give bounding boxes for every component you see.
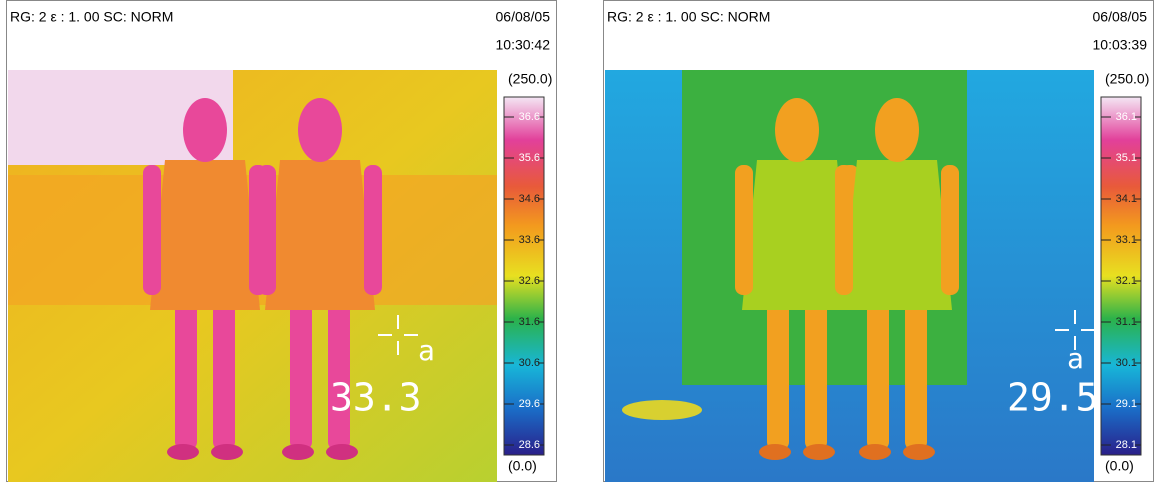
scale-label: 29.6 bbox=[519, 398, 540, 410]
person-arm bbox=[941, 165, 959, 295]
person-arm bbox=[258, 165, 276, 295]
temperature-reading: 33.3 bbox=[330, 376, 422, 420]
header-text: RG: 2 ε : 1. 00 SC: NORM bbox=[607, 9, 770, 25]
person-body bbox=[150, 160, 260, 310]
scale-label: 33.6 bbox=[519, 234, 540, 246]
scale-label: 33.1 bbox=[1116, 234, 1137, 246]
person-head bbox=[183, 98, 227, 162]
person-feet bbox=[326, 444, 358, 460]
person-head bbox=[298, 98, 342, 162]
person-body bbox=[265, 160, 375, 310]
person-feet bbox=[282, 444, 314, 460]
scale-label: 34.1 bbox=[1116, 193, 1137, 205]
person-arm bbox=[364, 165, 382, 295]
date: 06/08/05 bbox=[496, 9, 551, 25]
time: 10:30:42 bbox=[496, 37, 551, 53]
floor-spot bbox=[622, 400, 702, 420]
scale-label: 28.6 bbox=[519, 439, 540, 451]
thermal-screens: RG: 2 ε : 1. 00 SC: NORM 06/08/05 10:30:42… bbox=[0, 0, 1160, 482]
person-legs bbox=[290, 300, 312, 450]
person-legs bbox=[805, 300, 827, 450]
scale-label: 31.1 bbox=[1116, 316, 1137, 328]
person-head bbox=[775, 98, 819, 162]
person-feet bbox=[211, 444, 243, 460]
person-head bbox=[875, 98, 919, 162]
scale-label: 32.6 bbox=[519, 275, 540, 287]
scale-label: 28.1 bbox=[1116, 439, 1137, 451]
scale-label: 30.6 bbox=[519, 357, 540, 369]
person-legs bbox=[175, 300, 197, 450]
scale-min: (0.0) bbox=[1105, 458, 1134, 474]
person-arm bbox=[735, 165, 753, 295]
person-body bbox=[842, 160, 952, 310]
scale-label: 36.6 bbox=[519, 111, 540, 123]
person-arm bbox=[143, 165, 161, 295]
scale-label: 30.1 bbox=[1116, 357, 1137, 369]
marker-label: a bbox=[418, 334, 435, 367]
person-legs bbox=[867, 300, 889, 450]
person-feet bbox=[759, 444, 791, 460]
header-text: RG: 2 ε : 1. 00 SC: NORM bbox=[10, 9, 173, 25]
marker-label: a bbox=[1067, 342, 1084, 375]
person-legs bbox=[767, 300, 789, 450]
person-feet bbox=[167, 444, 199, 460]
scale-label: 35.1 bbox=[1116, 152, 1137, 164]
scale-label: 35.6 bbox=[519, 152, 540, 164]
person-legs bbox=[213, 300, 235, 450]
person-feet bbox=[859, 444, 891, 460]
person-feet bbox=[803, 444, 835, 460]
temperature-reading: 29.5 bbox=[1007, 376, 1099, 420]
person-legs bbox=[905, 300, 927, 450]
scale-label: 31.6 bbox=[519, 316, 540, 328]
scale-label: 36.1 bbox=[1116, 111, 1137, 123]
date: 06/08/05 bbox=[1093, 9, 1148, 25]
scale-label: 29.1 bbox=[1116, 398, 1137, 410]
scale-max: (250.0) bbox=[508, 71, 552, 87]
scale-min: (0.0) bbox=[508, 458, 537, 474]
scale-max: (250.0) bbox=[1105, 71, 1149, 87]
time: 10:03:39 bbox=[1093, 37, 1148, 53]
thermal-panel: RG: 2 ε : 1. 00 SC: NORM 06/08/05 10:30:42… bbox=[7, 1, 557, 482]
scale-label: 32.1 bbox=[1116, 275, 1137, 287]
thermal-panel: RG: 2 ε : 1. 00 SC: NORM 06/08/05 10:03:39… bbox=[604, 1, 1154, 482]
scale-label: 34.6 bbox=[519, 193, 540, 205]
person-feet bbox=[903, 444, 935, 460]
person-arm bbox=[835, 165, 853, 295]
